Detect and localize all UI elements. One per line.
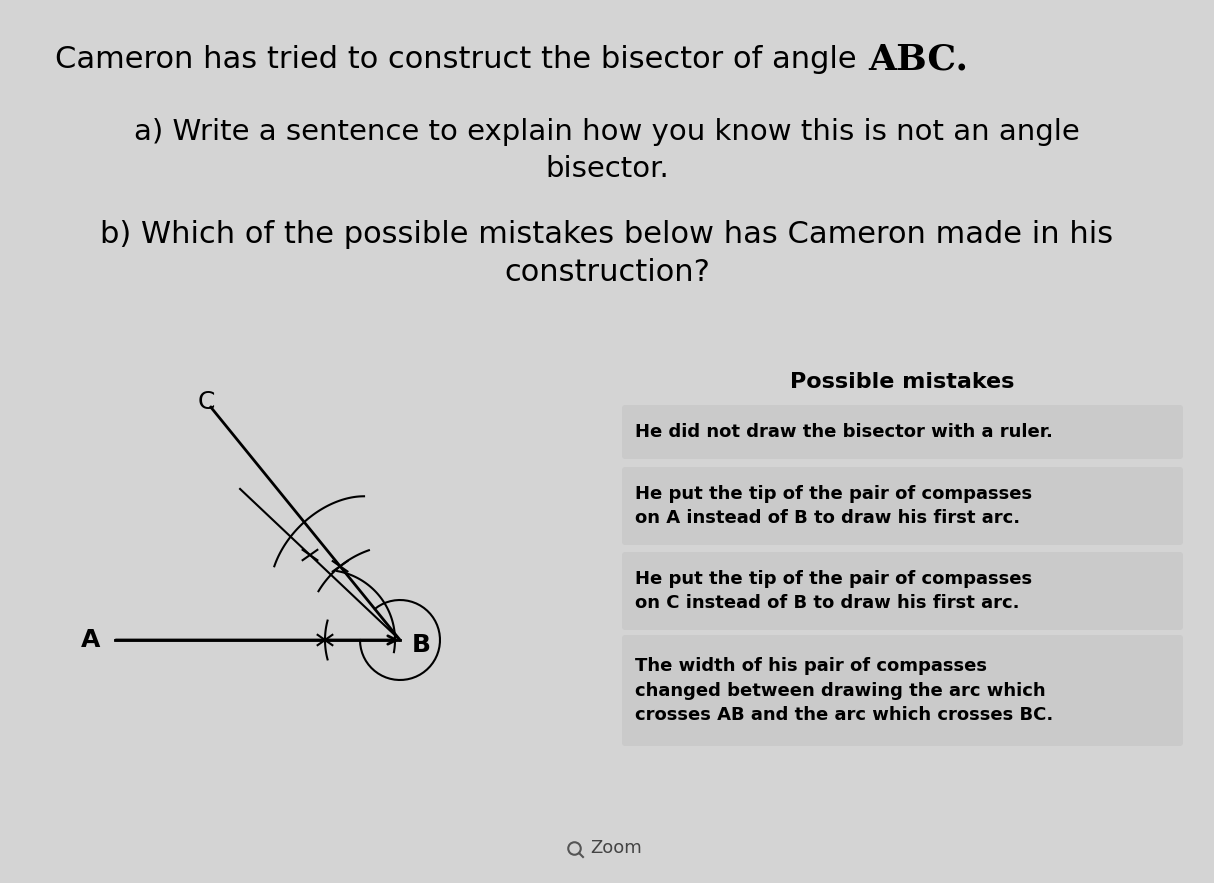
Text: Cameron has tried to construct the bisector of angle: Cameron has tried to construct the bisec…: [55, 45, 867, 74]
Text: Zoom: Zoom: [590, 839, 642, 857]
Text: A: A: [80, 628, 100, 652]
FancyBboxPatch shape: [622, 467, 1182, 545]
FancyBboxPatch shape: [622, 552, 1182, 630]
Text: He put the tip of the pair of compasses
on A instead of B to draw his first arc.: He put the tip of the pair of compasses …: [635, 485, 1032, 527]
Text: bisector.: bisector.: [545, 155, 669, 183]
Text: ABC.: ABC.: [868, 43, 968, 77]
Text: He did not draw the bisector with a ruler.: He did not draw the bisector with a rule…: [635, 423, 1053, 441]
Text: a) Write a sentence to explain how you know this is not an angle: a) Write a sentence to explain how you k…: [134, 118, 1080, 146]
FancyBboxPatch shape: [622, 635, 1182, 746]
Text: C: C: [198, 389, 215, 414]
Text: He put the tip of the pair of compasses
on C instead of B to draw his first arc.: He put the tip of the pair of compasses …: [635, 570, 1032, 612]
Text: B: B: [412, 633, 431, 657]
Text: construction?: construction?: [504, 258, 710, 287]
Text: b) Which of the possible mistakes below has Cameron made in his: b) Which of the possible mistakes below …: [101, 220, 1113, 249]
Text: Possible mistakes: Possible mistakes: [790, 372, 1015, 392]
Text: The width of his pair of compasses
changed between drawing the arc which
crosses: The width of his pair of compasses chang…: [635, 657, 1054, 724]
FancyBboxPatch shape: [622, 405, 1182, 459]
